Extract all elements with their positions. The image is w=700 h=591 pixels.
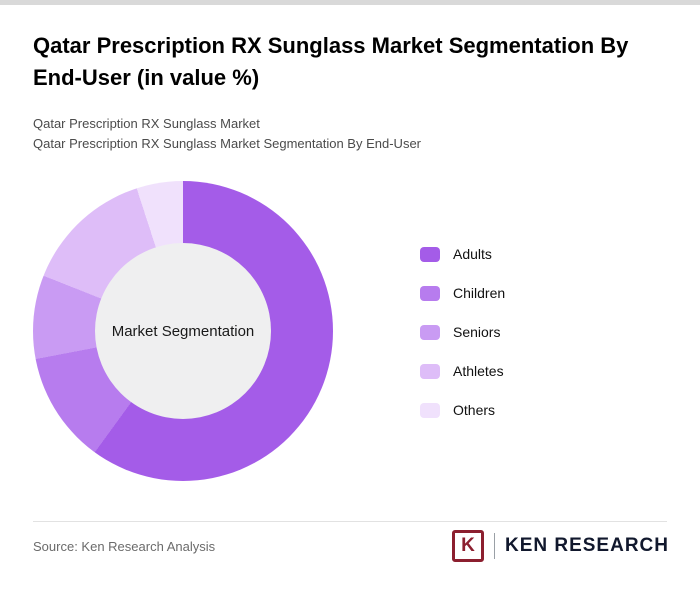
legend-label: Adults: [453, 246, 492, 262]
legend-label: Athletes: [453, 363, 504, 379]
donut-center: Market Segmentation: [95, 243, 271, 419]
legend-item: Adults: [420, 246, 505, 262]
chart-legend: Adults Children Seniors Athletes Others: [420, 246, 505, 418]
legend-swatch: [420, 363, 440, 379]
legend-item: Others: [420, 402, 505, 418]
legend-item: Athletes: [420, 363, 505, 379]
legend-label: Seniors: [453, 324, 501, 340]
page-title: Qatar Prescription RX Sunglass Market Se…: [33, 33, 629, 90]
top-gray-bar: [0, 0, 700, 5]
legend-swatch: [420, 324, 440, 340]
legend-item: Children: [420, 285, 505, 301]
subtitle-block: Qatar Prescription RX Sunglass Market Qa…: [33, 114, 421, 154]
source-text: Source: Ken Research Analysis: [33, 539, 216, 554]
donut-center-label: Market Segmentation: [111, 322, 255, 340]
footer-divider: [33, 521, 667, 522]
subtitle-line-2: Qatar Prescription RX Sunglass Market Se…: [33, 136, 422, 151]
legend-item: Seniors: [420, 324, 505, 340]
ken-research-logo-icon: K: [451, 530, 484, 562]
donut-chart: Market Segmentation: [33, 181, 333, 481]
ken-research-logo: K KEN RESEARCH: [451, 530, 669, 562]
logo-separator: [493, 533, 495, 559]
legend-swatch: [420, 246, 440, 262]
ken-research-logo-text: KEN RESEARCH: [504, 535, 669, 556]
legend-swatch: [420, 285, 440, 301]
legend-swatch: [420, 402, 440, 418]
subtitle-line-1: Qatar Prescription RX Sunglass Market: [33, 116, 260, 131]
legend-label: Others: [453, 402, 496, 418]
legend-label: Children: [453, 285, 506, 301]
